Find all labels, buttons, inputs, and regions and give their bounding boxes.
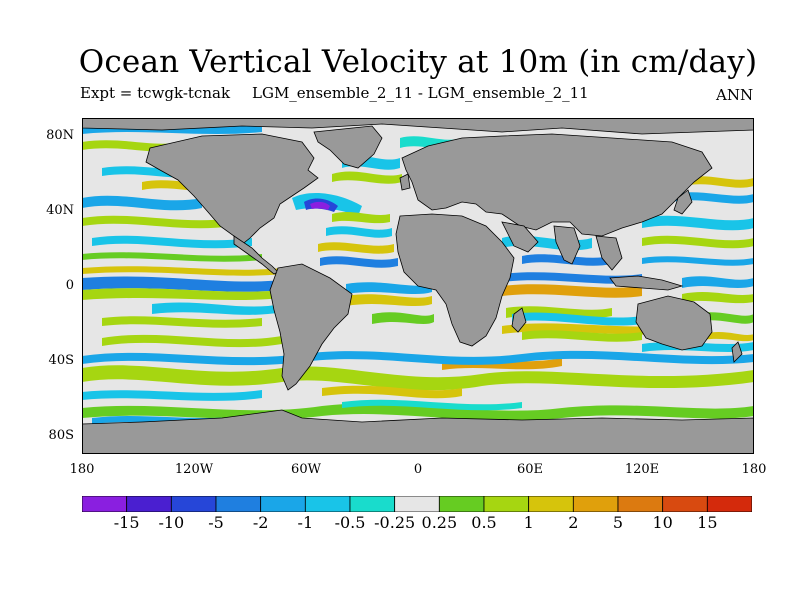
colorbar-label: 15: [697, 513, 718, 532]
colorbar-label: 2: [568, 513, 579, 532]
lon-label-0: 0: [413, 462, 423, 477]
colorbar-swatch-0: [82, 496, 128, 512]
lat-label-40s: 40S: [48, 353, 74, 368]
plot-title: Ocean Vertical Velocity at 10m (in cm/da…: [78, 44, 758, 80]
colorbar: [82, 496, 752, 512]
colorbar-swatch-9: [483, 496, 530, 512]
colorbar-label: -5: [208, 513, 224, 532]
colorbar-label: 1: [523, 513, 534, 532]
run-label: LGM_ensemble_2_11 - LGM_ensemble_2_11: [252, 84, 589, 102]
lon-label-180w: 180: [69, 462, 95, 477]
lon-label-120e: 120E: [624, 462, 660, 477]
colorbar-label: -0.25: [374, 513, 416, 532]
lat-label-80n: 80N: [46, 128, 74, 143]
colorbar-label: -15: [113, 513, 140, 532]
colorbar-label: -10: [158, 513, 185, 532]
lat-label-40n: 40N: [46, 203, 74, 218]
colorbar-label: 0.5: [471, 513, 497, 532]
experiment-label: Expt = tcwgk-tcnak: [80, 84, 231, 102]
lon-label-180e: 180: [741, 462, 767, 477]
colorbar-swatch-14: [706, 496, 752, 512]
colorbar-swatch-1: [126, 496, 172, 512]
colorbar-swatch-10: [528, 496, 574, 512]
colorbar-label: 5: [612, 513, 624, 532]
colorbar-swatch-7: [394, 496, 440, 512]
lon-label-60e: 60E: [516, 462, 544, 477]
colorbar-swatch-11: [572, 496, 619, 512]
colorbar-swatch-12: [617, 496, 664, 512]
colorbar-label: -2: [252, 513, 269, 532]
colorbar-label: -0.5: [334, 513, 366, 532]
colorbar-swatch-6: [349, 496, 396, 512]
lon-label-120w: 120W: [174, 462, 214, 477]
lat-label-0: 0: [65, 278, 74, 293]
colorbar-swatch-3: [215, 496, 262, 512]
colorbar-swatch-2: [170, 496, 217, 512]
lat-label-80s: 80S: [48, 428, 74, 443]
period-label: ANN: [716, 86, 754, 104]
land-masses: [82, 118, 754, 454]
colorbar-label: -1: [297, 513, 314, 532]
ocean-velocity-map: [82, 118, 754, 454]
colorbar-swatch-13: [662, 496, 708, 512]
colorbar-swatch-5: [304, 496, 351, 512]
colorbar-label: 0.25: [421, 513, 458, 532]
colorbar-swatch-8: [438, 496, 485, 512]
map-frame: [82, 118, 754, 454]
lon-label-60w: 60W: [291, 462, 321, 477]
colorbar-swatch-4: [260, 496, 306, 512]
colorbar-label: 10: [652, 513, 673, 532]
